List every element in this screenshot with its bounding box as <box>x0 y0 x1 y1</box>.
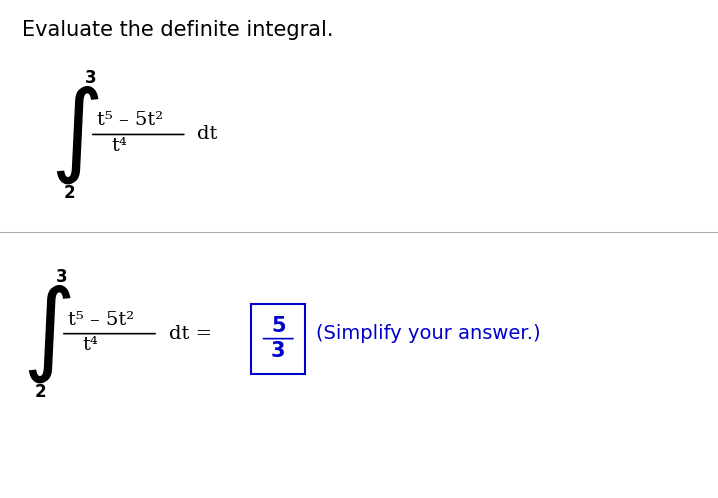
Text: t⁴: t⁴ <box>111 137 127 155</box>
FancyBboxPatch shape <box>251 304 305 374</box>
Text: 2: 2 <box>63 184 75 202</box>
Text: 3: 3 <box>271 341 286 361</box>
Text: 3: 3 <box>56 268 67 286</box>
Text: t⁵ – 5t²: t⁵ – 5t² <box>68 311 134 329</box>
Text: 5: 5 <box>271 316 286 336</box>
Text: 3: 3 <box>85 69 96 87</box>
Text: (Simplify your answer.): (Simplify your answer.) <box>316 324 541 343</box>
Text: dt: dt <box>197 125 218 143</box>
Text: t⁵ – 5t²: t⁵ – 5t² <box>97 112 163 129</box>
Text: 2: 2 <box>34 383 46 401</box>
Text: t⁴: t⁴ <box>83 336 98 354</box>
Text: dt =: dt = <box>169 325 212 343</box>
Text: $\int$: $\int$ <box>22 282 71 385</box>
Text: Evaluate the definite integral.: Evaluate the definite integral. <box>22 20 333 40</box>
Text: $\int$: $\int$ <box>50 83 100 186</box>
